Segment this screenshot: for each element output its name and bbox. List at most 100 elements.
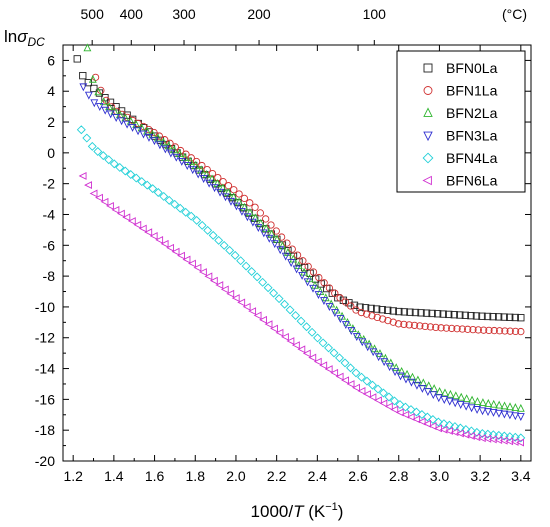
data-point: [478, 398, 487, 407]
data-point: [299, 257, 307, 265]
data-point: [214, 235, 224, 245]
data-point: [376, 349, 384, 357]
data-point: [396, 372, 405, 381]
data-point: [302, 322, 312, 332]
data-point: [488, 430, 498, 440]
data-point: [389, 396, 399, 406]
y-tick-label: -2: [43, 176, 56, 192]
data-point: [473, 397, 482, 405]
x-tick-label: 2.4: [308, 468, 328, 484]
data-point: [439, 419, 449, 429]
data-point: [395, 400, 405, 410]
data-point: [219, 240, 229, 250]
data-point: [320, 279, 328, 287]
data-point: [253, 311, 262, 320]
data-point: [464, 325, 472, 333]
top-tick-label: 200: [247, 6, 271, 22]
series-BFN6La: [78, 172, 524, 447]
data-point: [462, 394, 471, 403]
data-point: [358, 338, 367, 347]
data-point: [378, 306, 386, 314]
data-point: [351, 368, 361, 378]
data-point: [395, 408, 404, 417]
legend-marker: [423, 131, 433, 142]
data-point: [137, 177, 147, 187]
data-point: [458, 325, 467, 333]
data-point: [120, 166, 130, 176]
data-point: [445, 427, 453, 435]
data-point: [467, 311, 475, 320]
y-axis-label: lnσDC: [4, 27, 45, 49]
data-point: [428, 422, 437, 431]
data-point: [276, 246, 285, 255]
data-point: [484, 399, 493, 407]
series-BFN4La: [76, 125, 526, 443]
top-axis-unit: (°C): [502, 6, 527, 22]
data-point: [226, 289, 235, 298]
data-point: [341, 298, 350, 306]
data-point: [304, 262, 312, 271]
data-point: [421, 322, 429, 331]
y-tick-label: -18: [35, 422, 55, 438]
data-point: [209, 276, 218, 285]
data-point: [247, 267, 257, 276]
top-tick-label: 500: [81, 6, 105, 22]
data-point: [262, 215, 270, 223]
data-point: [331, 289, 339, 297]
data-point: [291, 311, 301, 320]
data-point: [83, 43, 92, 52]
data-point: [259, 315, 267, 324]
data-point: [490, 326, 498, 335]
data-point: [177, 251, 185, 260]
data-point: [416, 322, 424, 330]
data-point: [367, 304, 375, 313]
data-point: [439, 310, 447, 318]
data-point: [186, 156, 195, 165]
data-point: [237, 298, 246, 307]
data-point: [467, 404, 476, 413]
data-point: [400, 320, 408, 329]
x-tick-label: 3.2: [470, 468, 490, 484]
data-point: [445, 397, 454, 406]
data-point: [309, 284, 317, 293]
data-point: [286, 337, 295, 345]
data-point: [408, 372, 417, 381]
data-point: [84, 181, 92, 190]
data-point: [472, 427, 482, 437]
data-point: [489, 313, 497, 321]
data-point: [516, 403, 525, 412]
data-point: [95, 103, 104, 111]
data-point: [111, 205, 120, 214]
data-point: [126, 170, 136, 179]
data-point: [277, 233, 286, 241]
data-point: [516, 413, 525, 422]
x-tick-label: 2.6: [348, 468, 368, 484]
data-point: [511, 327, 520, 336]
data-point: [363, 343, 372, 352]
data-point: [466, 426, 476, 436]
data-point: [252, 272, 262, 282]
data-point: [166, 243, 175, 252]
data-point: [303, 278, 312, 287]
data-point: [259, 229, 268, 238]
y-tick-label: -6: [43, 237, 56, 253]
data-point: [473, 406, 482, 414]
data-point: [291, 341, 300, 350]
data-point: [149, 232, 158, 240]
data-point: [357, 308, 365, 317]
data-point: [269, 288, 279, 298]
data-point: [510, 432, 520, 442]
data-point: [406, 308, 414, 316]
data-point: [461, 311, 470, 319]
x-axis: 1.2 1.4 1.6 1.8 2.0 2.2 2.4 2.6 2.8 3.0 3.2 3.4: [63, 45, 531, 484]
data-point: [381, 353, 390, 362]
y-tick-label: -16: [35, 391, 55, 407]
data-point: [390, 405, 399, 414]
data-point: [131, 173, 141, 183]
y-tick-label: 6: [47, 52, 55, 68]
data-point: [100, 197, 109, 206]
data-point: [230, 250, 240, 260]
data-point: [373, 384, 383, 394]
data-point: [405, 321, 413, 329]
data-point: [236, 256, 246, 266]
